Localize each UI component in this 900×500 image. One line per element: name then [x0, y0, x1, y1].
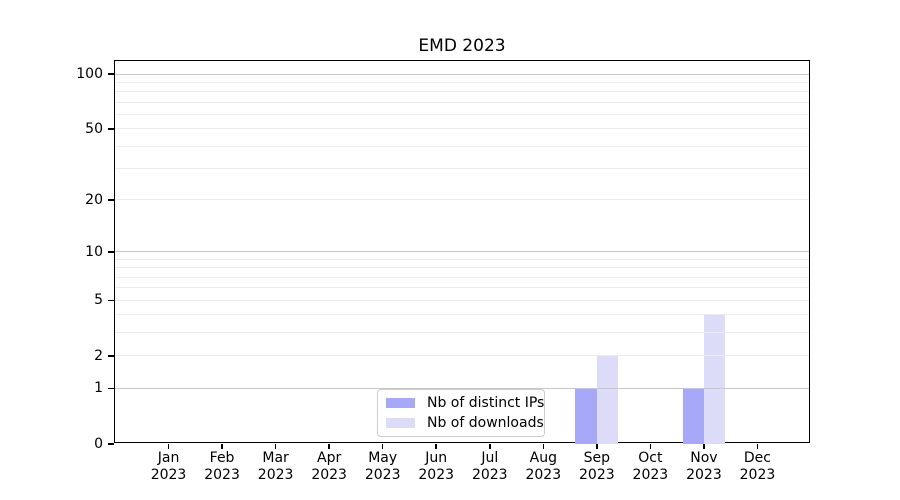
y-tick-label: 5	[94, 292, 103, 309]
gridline	[115, 332, 809, 334]
chart-title: EMD 2023	[418, 36, 506, 56]
legend-swatch-downloads	[386, 418, 415, 428]
x-tick-label: Oct 2023	[632, 450, 669, 483]
bar-nb-of-distinct-ips-sep-2023	[575, 388, 597, 444]
gridline	[115, 73, 809, 75]
gridline	[115, 168, 809, 170]
legend-item-downloads: Nb of downloads	[378, 415, 544, 431]
y-tick-mark	[108, 443, 114, 445]
x-tick-label: Jan 2023	[150, 450, 187, 483]
legend: Nb of distinct IPs Nb of downloads	[377, 389, 545, 437]
x-tick-mark	[381, 444, 384, 449]
x-tick-label: Jun 2023	[418, 450, 455, 483]
x-tick-mark	[221, 444, 223, 449]
x-tick-mark	[435, 444, 437, 449]
y-tick-mark	[108, 387, 114, 390]
gridline	[115, 314, 809, 316]
plot-area: 0 1 2 5 10 20 50 100 Jan 2023 Feb 2023 Mar 2023 Apr 202…	[76, 60, 810, 483]
gridline	[115, 387, 809, 389]
y-tick-mark	[108, 299, 114, 302]
x-tick-label: Aug 2023	[525, 450, 562, 483]
gridline	[115, 128, 809, 130]
gridline	[115, 101, 809, 103]
x-tick-mark	[167, 444, 170, 449]
legend-swatch-distinct-ips	[386, 398, 415, 408]
y-tick-mark	[108, 73, 114, 75]
bar-nb-of-downloads-nov-2023	[703, 314, 726, 444]
x-tick-mark	[328, 444, 330, 449]
y-tick-label: 20	[85, 191, 103, 208]
x-tick-mark	[542, 444, 545, 449]
y-tick-label: 100	[76, 66, 103, 82]
y-tick-label: 1	[94, 380, 103, 397]
bar-nb-of-distinct-ips-nov-2023	[682, 388, 704, 444]
y-tick-label: 50	[85, 120, 103, 137]
gridline	[115, 355, 809, 357]
gridline	[115, 258, 809, 260]
y-tick-mark	[108, 199, 114, 201]
x-tick-label: Jul 2023	[471, 450, 508, 483]
gridline	[115, 199, 809, 201]
gridline	[115, 267, 809, 269]
y-tick-mark	[108, 251, 114, 253]
y-tick-label: 2	[94, 347, 103, 364]
x-tick-mark	[649, 444, 652, 449]
gridline	[115, 81, 809, 83]
x-tick-mark	[596, 444, 598, 449]
gridline	[115, 113, 809, 115]
x-tick-mark	[756, 444, 759, 449]
gridline	[115, 299, 809, 301]
legend-label: Nb of distinct IPs	[427, 395, 545, 411]
x-tick-label: Nov 2023	[686, 450, 722, 483]
y-tick-mark	[108, 355, 114, 357]
gridline	[115, 91, 809, 93]
y-tick-label: 10	[85, 243, 103, 260]
y-tick-mark	[108, 128, 114, 130]
x-tick-label: Apr 2023	[311, 450, 347, 483]
bar-nb-of-downloads-sep-2023	[596, 355, 619, 444]
gridline	[115, 287, 809, 289]
x-tick-mark	[274, 444, 277, 449]
gridline	[115, 145, 809, 147]
x-tick-mark	[703, 444, 705, 449]
gridline	[115, 251, 809, 253]
gridline	[115, 276, 809, 278]
x-tick-label: May 2023	[364, 450, 401, 483]
x-tick-mark	[489, 444, 491, 449]
x-tick-label: Mar 2023	[257, 450, 294, 483]
legend-item-distinct-ips: Nb of distinct IPs	[378, 395, 544, 411]
y-tick-label: 0	[94, 436, 103, 452]
x-tick-label: Dec 2023	[739, 450, 776, 483]
x-tick-label: Feb 2023	[204, 450, 240, 483]
legend-label: Nb of downloads	[427, 415, 544, 431]
x-tick-label: Sep 2023	[579, 450, 615, 483]
